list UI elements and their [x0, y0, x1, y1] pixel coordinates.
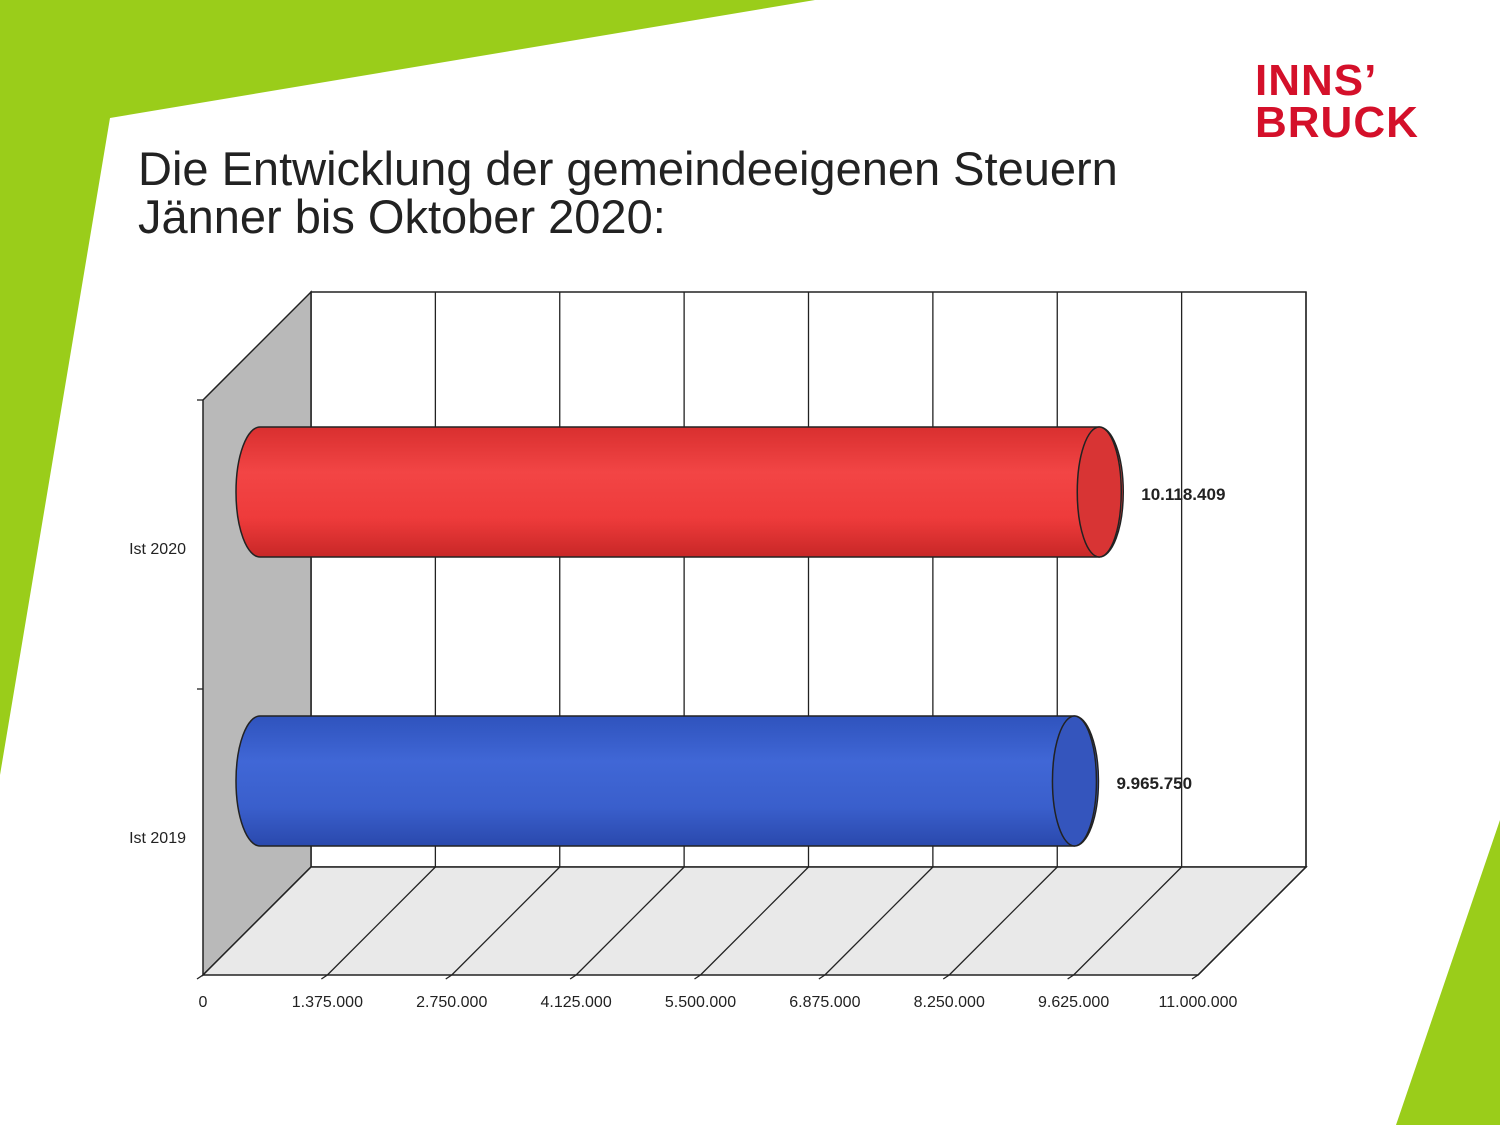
x-tick-label: 5.500.000 — [665, 994, 736, 1011]
gridline-floor — [575, 866, 685, 976]
gridline-floor — [824, 866, 934, 976]
innsbruck-logo: INNS’ BRUCK — [1255, 56, 1435, 147]
gridline-floor — [451, 866, 561, 976]
tick-mark — [321, 974, 328, 980]
bar-end-cap — [1051, 715, 1098, 847]
gridline-floor — [1197, 866, 1307, 976]
tick-mark — [1191, 974, 1199, 980]
tick-mark — [694, 974, 701, 980]
x-tick-label: 11.000.000 — [1159, 994, 1238, 1011]
x-tick-label: 0 — [199, 994, 208, 1011]
x-tick-label: 4.125.000 — [541, 994, 612, 1011]
tick-mark — [569, 974, 577, 980]
x-tick-label: 2.750.000 — [416, 994, 487, 1011]
logo-line-1: INNS’ — [1255, 56, 1378, 105]
title-line-2: Jänner bis Oktober 2020: — [138, 190, 666, 243]
green-accent-bottom-right — [1396, 820, 1500, 1125]
bar-cylinder — [235, 715, 1100, 847]
x-tick-label: 8.250.000 — [914, 994, 985, 1011]
gridline-floor — [948, 866, 1058, 976]
bar-cylinder — [235, 426, 1124, 558]
gridline-floor — [1073, 866, 1183, 976]
tick-mark — [818, 974, 826, 980]
bar-value-label: 10.118.409 — [1141, 485, 1225, 504]
tick-mark — [942, 974, 950, 980]
bar-end-cap — [1076, 426, 1123, 558]
tick-mark — [196, 974, 204, 980]
y-category-label: Ist 2019 — [129, 830, 186, 847]
logo-line-2: BRUCK — [1255, 98, 1419, 147]
x-tick-label: 1.375.000 — [292, 994, 363, 1011]
x-tick-label: 9.625.000 — [1038, 994, 1109, 1011]
slide-title: Die Entwicklung der gemeindeeigenen Steu… — [138, 145, 1238, 241]
bar-value-label: 9.965.750 — [1116, 774, 1192, 793]
x-tick-label: 6.875.000 — [789, 994, 860, 1011]
chart-side-wall — [202, 290, 312, 977]
title-line-1: Die Entwicklung der gemeindeeigenen Steu… — [138, 142, 1118, 195]
tick-mark — [445, 974, 453, 980]
green-accent-top-left — [0, 0, 815, 775]
y-category-label: Ist 2020 — [129, 541, 186, 558]
gridline-floor — [326, 866, 436, 976]
tick-mark — [1067, 974, 1074, 980]
gridline-floor — [700, 866, 809, 976]
